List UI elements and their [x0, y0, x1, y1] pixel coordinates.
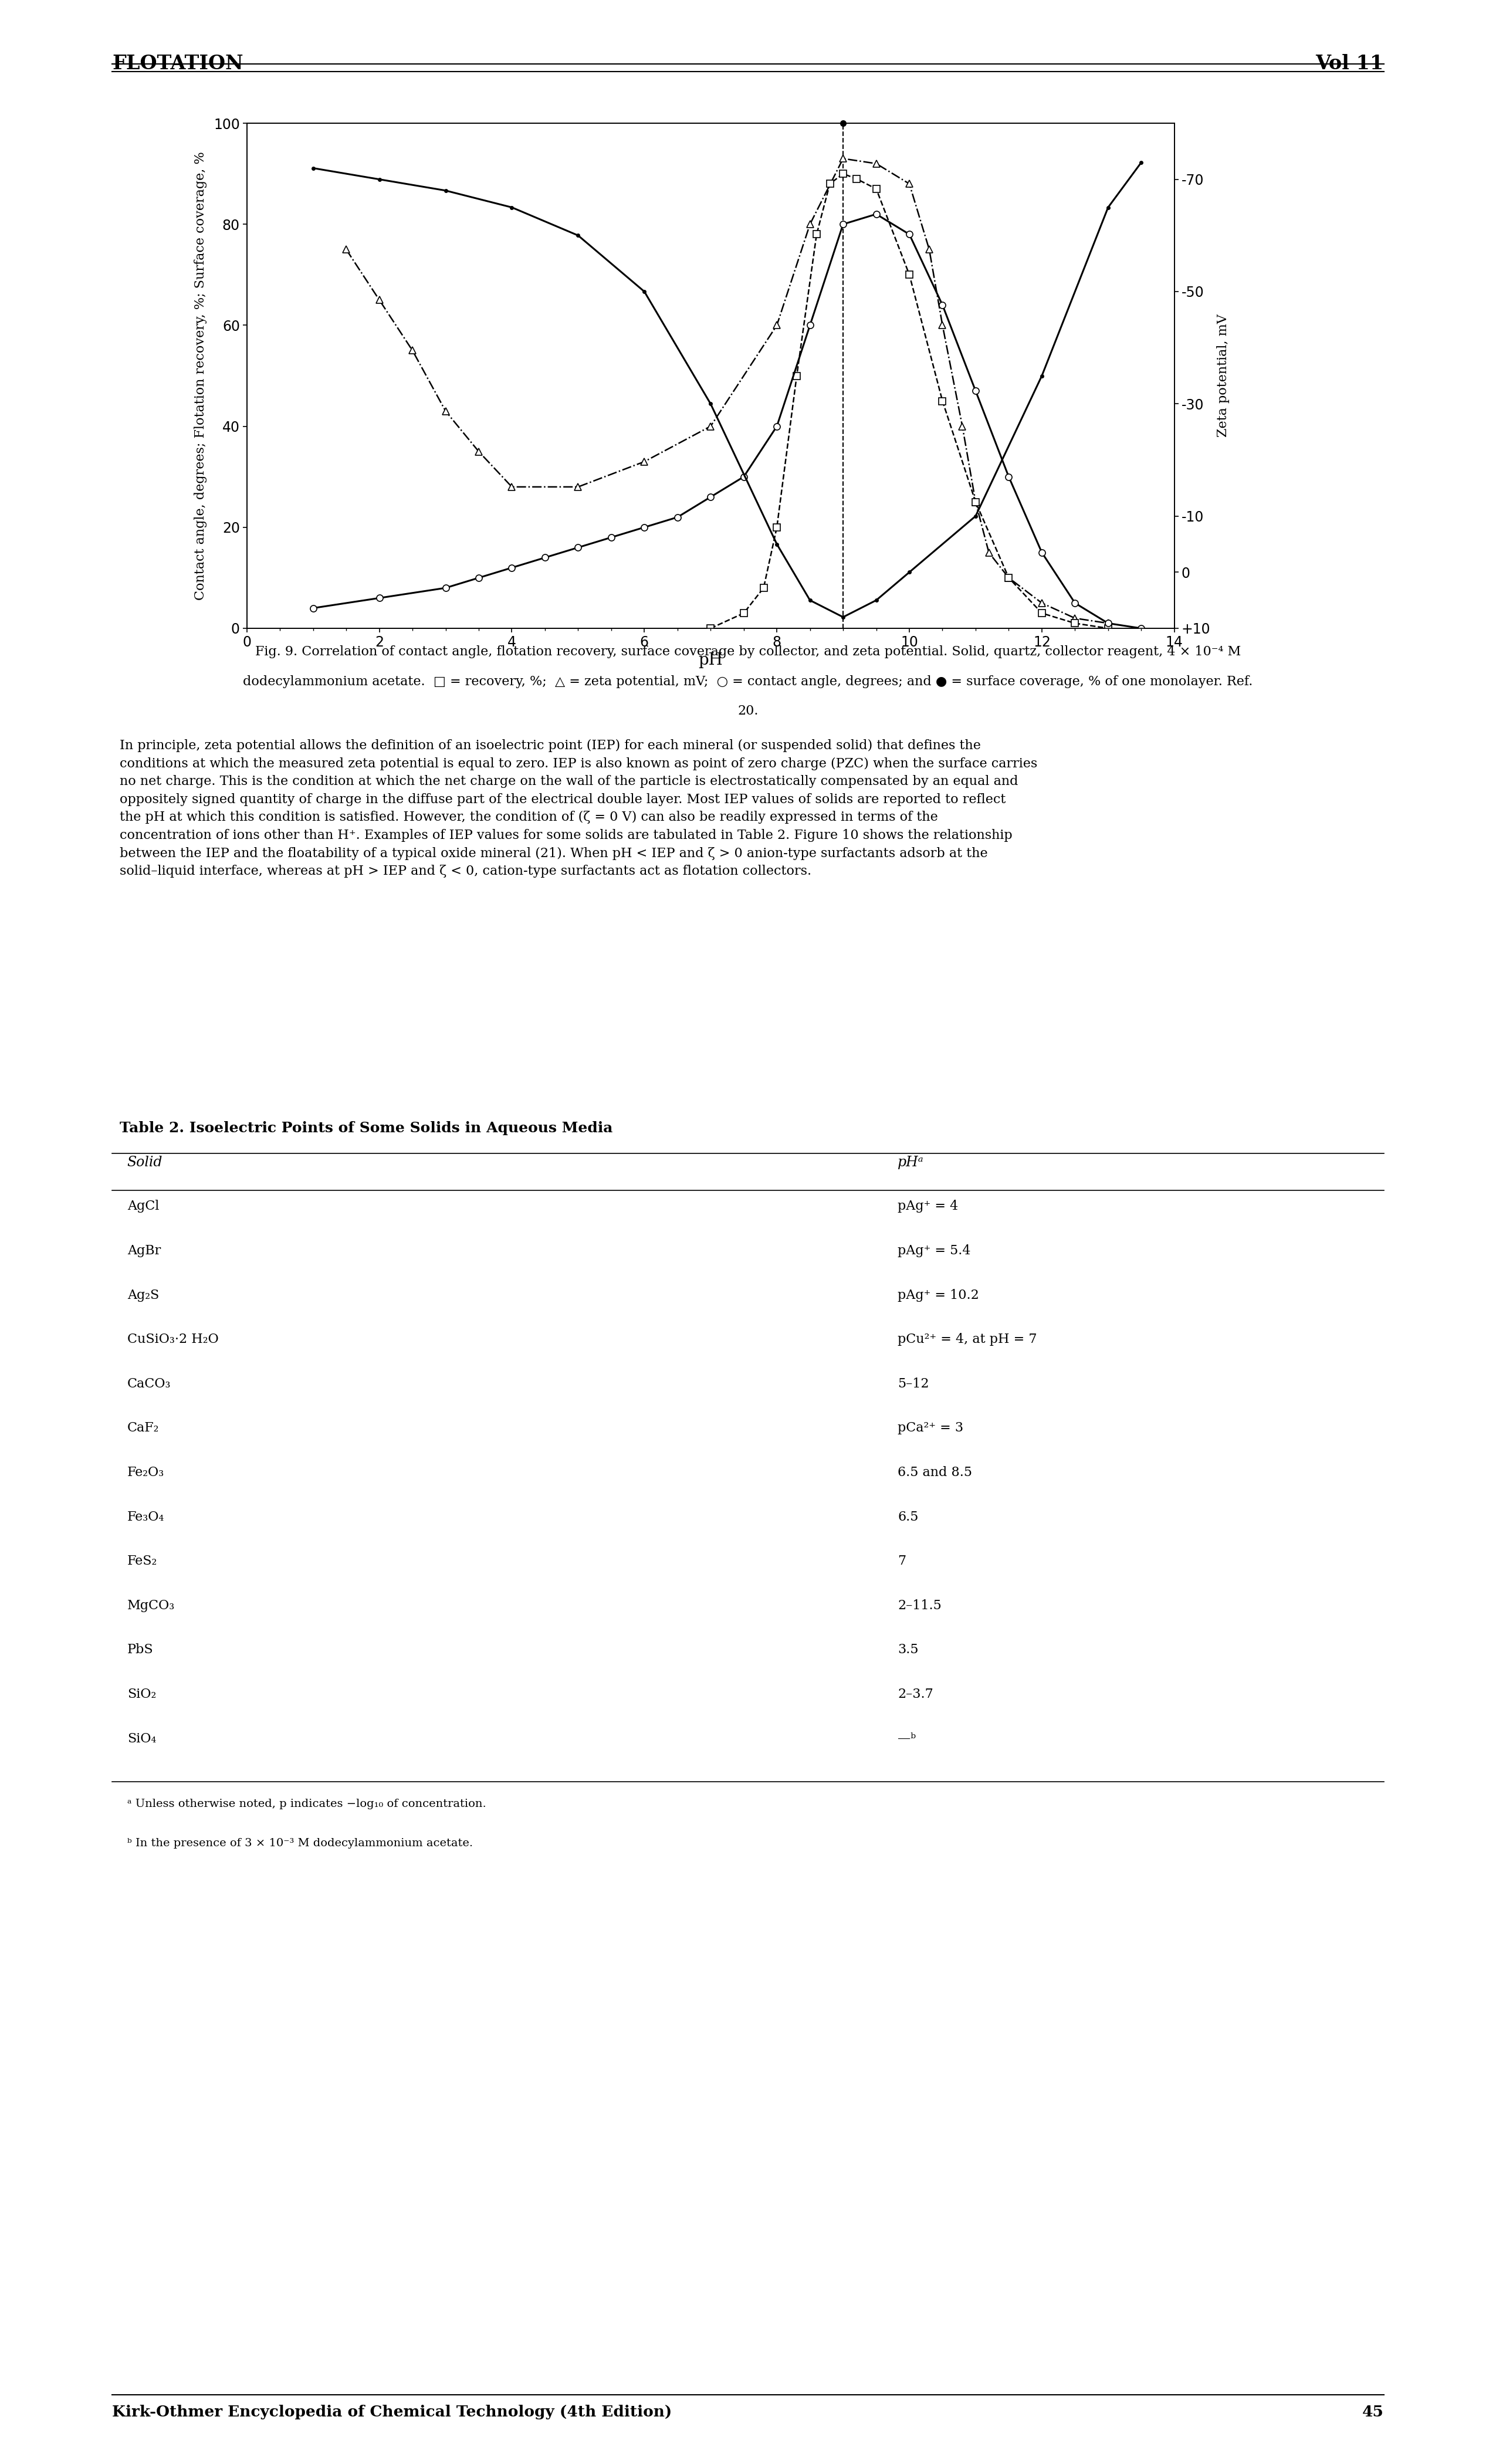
Y-axis label: Zeta potential, mV: Zeta potential, mV	[1216, 315, 1230, 436]
Text: ᵃ Unless otherwise noted, p indicates −log₁₀ of concentration.: ᵃ Unless otherwise noted, p indicates −l…	[127, 1799, 486, 1809]
Text: CaF₂: CaF₂	[127, 1422, 159, 1434]
Text: AgBr: AgBr	[127, 1244, 160, 1257]
Text: Fig. 9. Correlation of contact angle, flotation recovery, surface coverage by co: Fig. 9. Correlation of contact angle, fl…	[256, 646, 1240, 658]
Text: SiO₄: SiO₄	[127, 1732, 156, 1745]
Text: 7: 7	[898, 1555, 907, 1567]
Text: In principle, zeta potential allows the definition of an isoelectric point (IEP): In principle, zeta potential allows the …	[120, 739, 1037, 877]
Text: pHᵃ: pHᵃ	[898, 1156, 923, 1168]
Text: —ᵇ: —ᵇ	[898, 1732, 916, 1745]
Text: Vol 11: Vol 11	[1315, 54, 1384, 74]
Text: Fe₂O₃: Fe₂O₃	[127, 1466, 165, 1478]
Text: 2–11.5: 2–11.5	[898, 1599, 941, 1611]
Text: CuSiO₃·2 H₂O: CuSiO₃·2 H₂O	[127, 1333, 218, 1345]
Text: PbS: PbS	[127, 1643, 153, 1656]
Text: pAg⁺ = 5.4: pAg⁺ = 5.4	[898, 1244, 971, 1257]
Text: 20.: 20.	[738, 705, 758, 717]
Y-axis label: Contact angle, degrees; Flotation recovery, %; Surface coverage, %: Contact angle, degrees; Flotation recove…	[194, 150, 206, 601]
Text: Ag₂S: Ag₂S	[127, 1289, 159, 1301]
Text: MgCO₃: MgCO₃	[127, 1599, 175, 1611]
Text: 45: 45	[1363, 2405, 1384, 2420]
Text: 2–3.7: 2–3.7	[898, 1688, 934, 1700]
Text: 5–12: 5–12	[898, 1377, 929, 1390]
Text: pCa²⁺ = 3: pCa²⁺ = 3	[898, 1422, 963, 1434]
Text: 6.5 and 8.5: 6.5 and 8.5	[898, 1466, 972, 1478]
X-axis label: pH: pH	[699, 653, 723, 668]
Text: 3.5: 3.5	[898, 1643, 919, 1656]
Text: 6.5: 6.5	[898, 1510, 919, 1523]
Text: CaCO₃: CaCO₃	[127, 1377, 171, 1390]
Text: AgCl: AgCl	[127, 1200, 159, 1212]
Text: pAg⁺ = 4: pAg⁺ = 4	[898, 1200, 957, 1212]
Text: dodecylammonium acetate.  □ = recovery, %;  △ = zeta potential, mV;  ○ = contact: dodecylammonium acetate. □ = recovery, %…	[242, 675, 1254, 687]
Text: Kirk-Othmer Encyclopedia of Chemical Technology (4th Edition): Kirk-Othmer Encyclopedia of Chemical Tec…	[112, 2405, 672, 2420]
Text: pCu²⁺ = 4, at pH = 7: pCu²⁺ = 4, at pH = 7	[898, 1333, 1037, 1345]
Text: SiO₂: SiO₂	[127, 1688, 156, 1700]
Text: Solid: Solid	[127, 1156, 163, 1168]
Text: ᵇ In the presence of 3 × 10⁻³ M dodecylammonium acetate.: ᵇ In the presence of 3 × 10⁻³ M dodecyla…	[127, 1838, 473, 1848]
Text: pAg⁺ = 10.2: pAg⁺ = 10.2	[898, 1289, 978, 1301]
Text: FLOTATION: FLOTATION	[112, 54, 244, 74]
Text: FeS₂: FeS₂	[127, 1555, 157, 1567]
Text: Table 2. Isoelectric Points of Some Solids in Aqueous Media: Table 2. Isoelectric Points of Some Soli…	[120, 1121, 613, 1136]
Text: Fe₃O₄: Fe₃O₄	[127, 1510, 165, 1523]
